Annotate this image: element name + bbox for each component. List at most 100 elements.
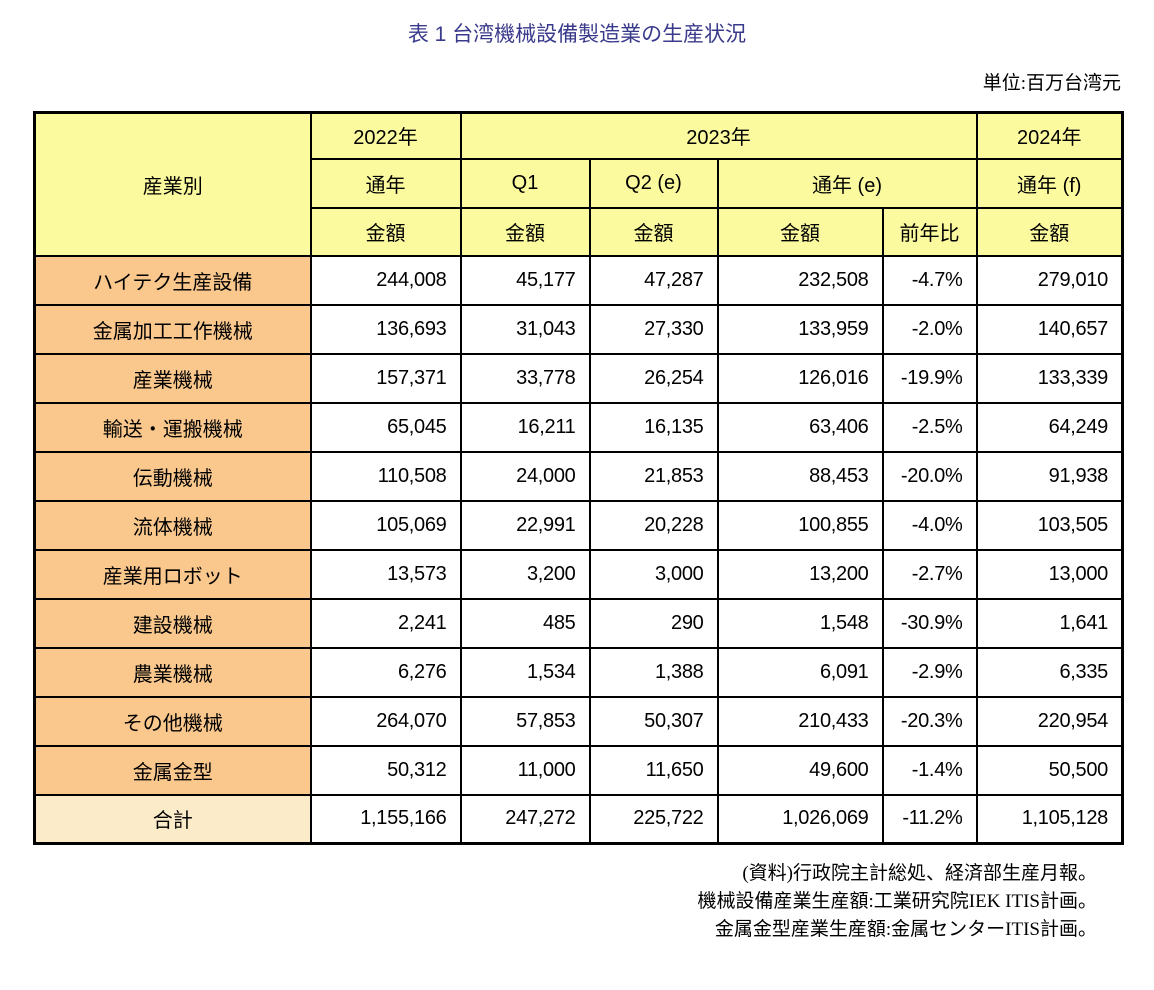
table-row: その他機械 264,070 57,853 50,307 210,433 -20.… — [33, 695, 1124, 747]
yoy-cell: -4.7% — [881, 254, 978, 306]
header-row-periods: 通年 Q1 Q2 (e) 通年 (e) 通年 (f) — [35, 157, 1124, 209]
value-cell: 33,778 — [459, 352, 591, 404]
header-period-full-2022: 通年 — [309, 157, 462, 209]
value-cell: 279,010 — [975, 254, 1124, 306]
row-label: ハイテク生産設備 — [33, 254, 312, 306]
value-cell: 6,335 — [975, 646, 1124, 698]
header-measure-amount: 金額 — [459, 206, 591, 257]
header-period-full-2024f: 通年 (f) — [975, 157, 1124, 209]
header-year-2023: 2023年 — [459, 111, 978, 160]
table-row: 建設機械 2,241 485 290 1,548 -30.9% 1,641 — [33, 597, 1124, 649]
table-row: 産業機械 157,371 33,778 26,254 126,016 -19.9… — [33, 352, 1124, 404]
value-cell: 103,505 — [975, 499, 1124, 551]
page-title: 表 1 台湾機械設備製造業の生産状況 — [407, 23, 747, 46]
header-measure-amount: 金額 — [588, 206, 719, 257]
yoy-cell: -30.9% — [881, 597, 978, 649]
yoy-cell: -2.5% — [881, 401, 978, 453]
value-cell: 20,228 — [588, 499, 719, 551]
value-cell: 2,241 — [309, 597, 462, 649]
value-cell: 110,508 — [309, 450, 462, 502]
value-cell: 16,211 — [459, 401, 591, 453]
header-row-measures: 金額 金額 金額 金額 前年比 金額 — [35, 206, 1124, 257]
value-cell: 16,135 — [588, 401, 719, 453]
value-cell: 91,938 — [975, 450, 1124, 502]
value-cell: 3,200 — [459, 548, 591, 600]
row-label: 金属加工工作機械 — [33, 303, 312, 355]
footnote-source: (資料)行政院主計総処、経済部生産月報。 — [742, 863, 1097, 884]
row-label: 建設機械 — [33, 597, 312, 649]
row-label: その他機械 — [33, 695, 312, 747]
value-cell: 13,573 — [309, 548, 462, 600]
header-industry: 産業別 — [33, 111, 312, 257]
value-cell: 49,600 — [716, 744, 884, 796]
value-cell: 136,693 — [309, 303, 462, 355]
footnotes: (資料)行政院主計総処、経済部生産月報。 機械設備産業生産額:工業研究院IEK … — [33, 860, 1121, 944]
table-header: 産業別 2022年 2023年 2024年 通年 Q1 Q2 (e) 通年 (e… — [33, 111, 1124, 257]
unit-note: 単位:百万台湾元 — [982, 73, 1121, 94]
yoy-cell: -19.9% — [881, 352, 978, 404]
header-row-years: 産業別 2022年 2023年 2024年 — [33, 111, 1124, 257]
table-row: 伝動機械 110,508 24,000 21,853 88,453 -20.0%… — [33, 450, 1124, 502]
row-label: 産業用ロボット — [33, 548, 312, 600]
value-cell: 1,026,069 — [716, 793, 884, 845]
value-cell: 26,254 — [588, 352, 719, 404]
value-cell: 485 — [459, 597, 591, 649]
table-row: 金属金型 50,312 11,000 11,650 49,600 -1.4% 5… — [33, 744, 1124, 796]
header-measure-amount: 金額 — [309, 206, 462, 257]
value-cell: 1,155,166 — [309, 793, 462, 845]
value-cell: 133,339 — [975, 352, 1124, 404]
value-cell: 220,954 — [975, 695, 1124, 747]
value-cell: 6,276 — [309, 646, 462, 698]
value-cell: 244,008 — [309, 254, 462, 306]
header-period-q2e: Q2 (e) — [588, 157, 719, 209]
value-cell: 3,000 — [588, 548, 719, 600]
value-cell: 126,016 — [716, 352, 884, 404]
header-measure-yoy: 前年比 — [881, 206, 978, 257]
value-cell: 225,722 — [588, 793, 719, 845]
value-cell: 65,045 — [309, 401, 462, 453]
row-label: 金属金型 — [33, 744, 312, 796]
value-cell: 27,330 — [588, 303, 719, 355]
value-cell: 6,091 — [716, 646, 884, 698]
header-period-full-2023e: 通年 (e) — [716, 157, 978, 209]
value-cell: 63,406 — [716, 401, 884, 453]
value-cell: 210,433 — [716, 695, 884, 747]
yoy-cell: -1.4% — [881, 744, 978, 796]
table-row: 金属加工工作機械 136,693 31,043 27,330 133,959 -… — [33, 303, 1124, 355]
yoy-cell: -11.2% — [881, 793, 978, 845]
yoy-cell: -2.9% — [881, 646, 978, 698]
value-cell: 57,853 — [459, 695, 591, 747]
value-cell: 47,287 — [588, 254, 719, 306]
value-cell: 11,650 — [588, 744, 719, 796]
header-year-2024: 2024年 — [975, 111, 1124, 160]
value-cell: 1,548 — [716, 597, 884, 649]
table-row: 流体機械 105,069 22,991 20,228 100,855 -4.0%… — [33, 499, 1124, 551]
value-cell: 232,508 — [716, 254, 884, 306]
header-period-q1: Q1 — [459, 157, 591, 209]
value-cell: 13,200 — [716, 548, 884, 600]
yoy-cell: -20.0% — [881, 450, 978, 502]
production-table: 産業別 2022年 2023年 2024年 通年 Q1 Q2 (e) 通年 (e… — [33, 111, 1124, 845]
table-row-total: 合計 1,155,166 247,272 225,722 1,026,069 -… — [33, 793, 1124, 845]
value-cell: 50,500 — [975, 744, 1124, 796]
footnote-metal-mold: 金属金型産業生産額:金属センターITIS計画。 — [714, 919, 1097, 940]
row-label: 輸送・運搬機械 — [33, 401, 312, 453]
value-cell: 1,388 — [588, 646, 719, 698]
value-cell: 45,177 — [459, 254, 591, 306]
footnote-machinery: 機械設備産業生産額:工業研究院IEK ITIS計画。 — [697, 891, 1097, 912]
value-cell: 31,043 — [459, 303, 591, 355]
table-row: 農業機械 6,276 1,534 1,388 6,091 -2.9% 6,335 — [33, 646, 1124, 698]
value-cell: 50,312 — [309, 744, 462, 796]
table-row: 輸送・運搬機械 65,045 16,211 16,135 63,406 -2.5… — [33, 401, 1124, 453]
value-cell: 22,991 — [459, 499, 591, 551]
value-cell: 157,371 — [309, 352, 462, 404]
value-cell: 88,453 — [716, 450, 884, 502]
value-cell: 133,959 — [716, 303, 884, 355]
value-cell: 100,855 — [716, 499, 884, 551]
row-label-total: 合計 — [33, 793, 312, 845]
value-cell: 11,000 — [459, 744, 591, 796]
row-label: 農業機械 — [33, 646, 312, 698]
table-row: ハイテク生産設備 244,008 45,177 47,287 232,508 -… — [33, 254, 1124, 306]
value-cell: 24,000 — [459, 450, 591, 502]
